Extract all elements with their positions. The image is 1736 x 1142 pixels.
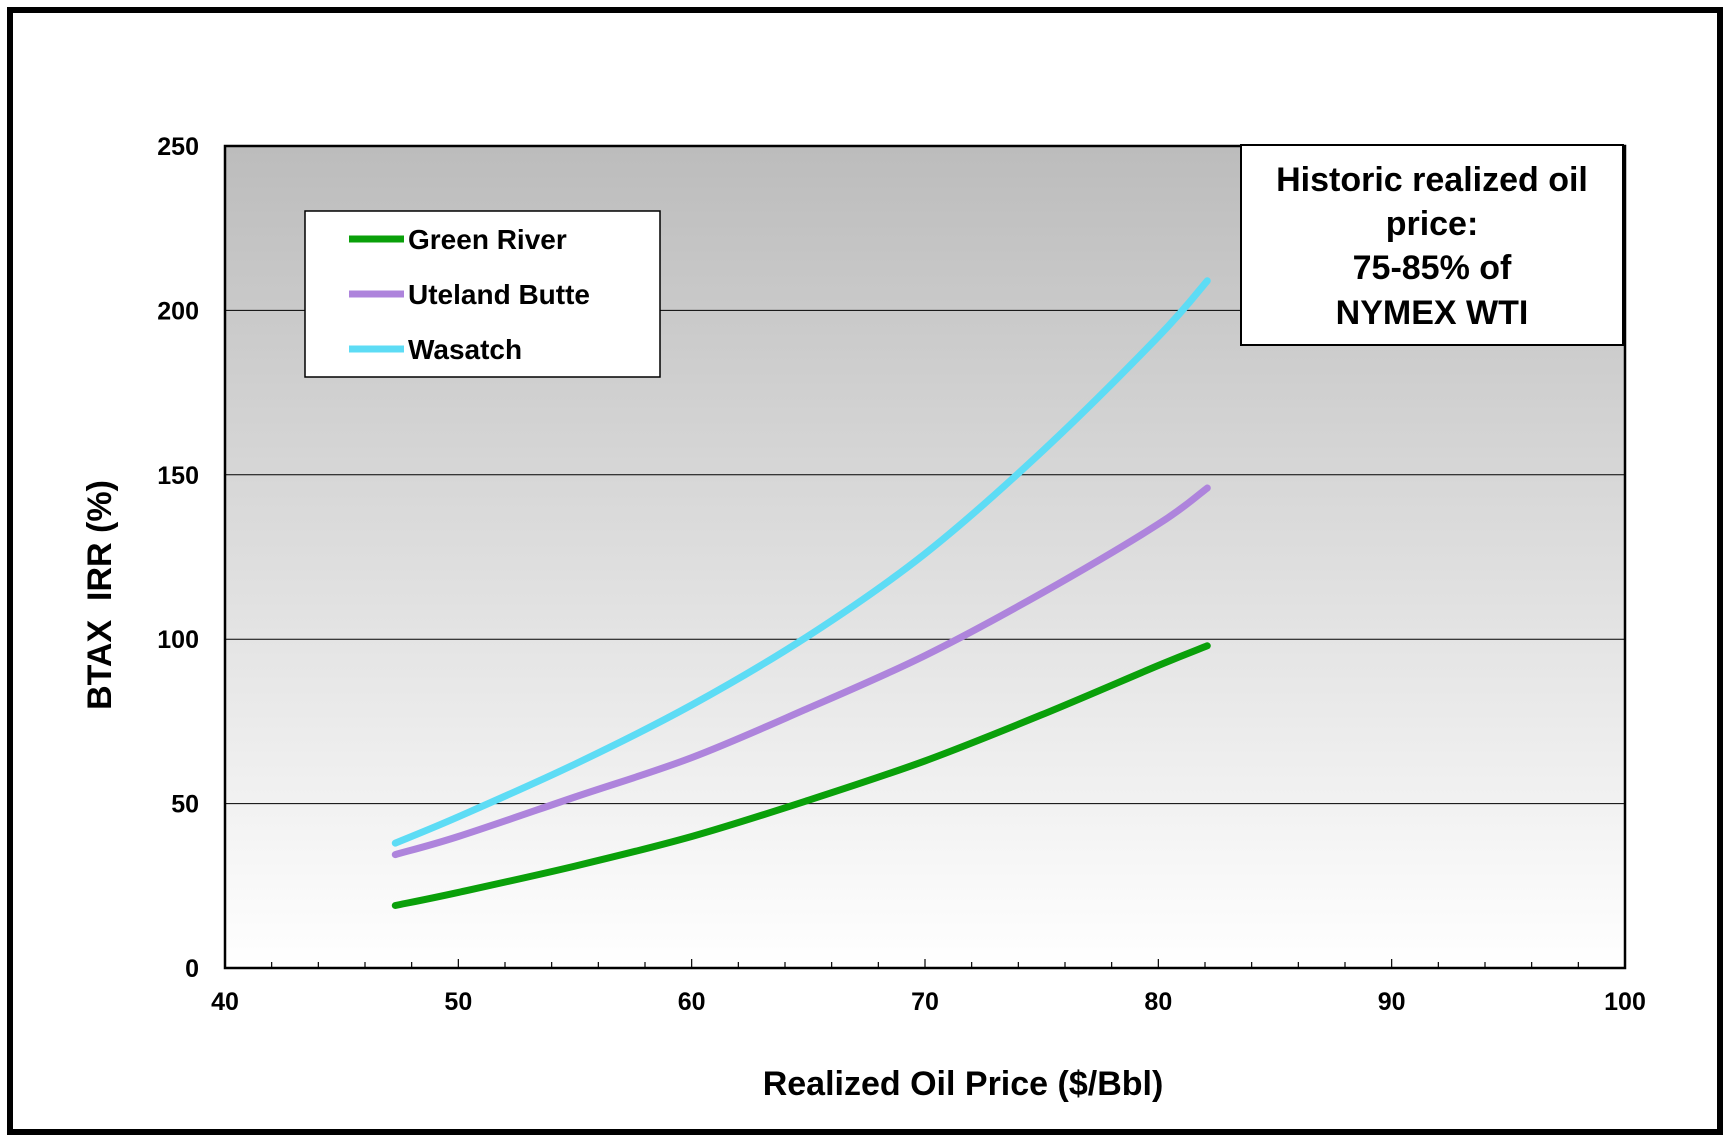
- x-axis-title: Realized Oil Price ($/Bbl): [763, 1065, 1164, 1103]
- legend-label-wasatch: Wasatch: [408, 334, 522, 365]
- x-tick-label-100: 100: [1604, 988, 1646, 1016]
- x-tick-label-40: 40: [211, 988, 239, 1016]
- x-tick-label-90: 90: [1378, 988, 1406, 1016]
- legend: Green River Uteland Butte Wasatch: [304, 210, 661, 378]
- annotation-line-3: 75-85% of: [1353, 249, 1512, 287]
- series-line-green-river: [391, 642, 1211, 909]
- annotation-line-1: Historic realized oil: [1276, 161, 1588, 199]
- plot-border: [223, 144, 1627, 970]
- x-tick-label-70: 70: [911, 988, 939, 1016]
- y-tick-label-250: 250: [157, 133, 199, 161]
- y-axis-title: BTAX IRR (%): [81, 480, 119, 710]
- annotation-line-4: NYMEX WTI: [1336, 294, 1529, 332]
- series-line-uteland-butte: [391, 484, 1211, 859]
- series-lines: [391, 277, 1211, 909]
- y-tick-label-0: 0: [185, 955, 199, 983]
- y-tick-label-50: 50: [171, 791, 199, 819]
- annotation-box: Historic realized oil price: 75-85% of N…: [1240, 144, 1624, 346]
- y-tick-label-200: 200: [157, 297, 199, 325]
- annotation-line-2: price:: [1386, 205, 1479, 243]
- x-tick-labels: 40 50 60 70 80 90 100: [211, 988, 1646, 1016]
- y-tick-label-150: 150: [157, 462, 199, 490]
- series-line-wasatch: [391, 277, 1211, 847]
- legend-label-uteland-butte: Uteland Butte: [408, 279, 590, 310]
- x-tick-label-80: 80: [1144, 988, 1172, 1016]
- x-tick-label-60: 60: [678, 988, 706, 1016]
- y-tick-label-100: 100: [157, 626, 199, 654]
- legend-label-green-river: Green River: [408, 224, 567, 255]
- annotation-frame: [1240, 144, 1624, 346]
- x-tick-label-50: 50: [444, 988, 472, 1016]
- y-tick-labels: 0 50 100 150 200 250: [157, 133, 199, 983]
